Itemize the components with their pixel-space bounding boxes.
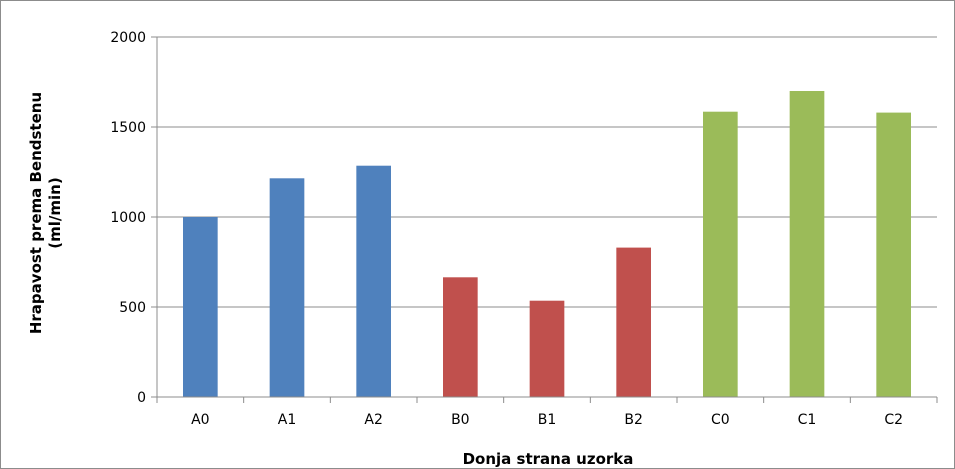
y-axis-title-line2: (ml/min) (46, 177, 64, 248)
x-tick-label: A2 (364, 412, 382, 428)
x-tick-label: B2 (624, 412, 643, 428)
bar-a1 (269, 178, 305, 397)
bar-b2 (616, 247, 651, 397)
bar-c1 (789, 91, 825, 397)
y-tick-label: 1000 (110, 210, 146, 226)
axes (156, 37, 938, 403)
x-tick-labels: A0 A1 A2 B0 B1 B2 C0 C1 C2 (191, 412, 903, 428)
y-tick-labels: 0 500 1000 1500 2000 (110, 30, 146, 406)
x-tick-label: C2 (884, 412, 903, 428)
x-tick-label: C1 (798, 412, 817, 428)
y-tick-label: 2000 (110, 30, 146, 46)
y-axis-title-line1: Hrapavost prema Bendstenu (27, 92, 45, 334)
y-axis-title: Hrapavost prema Bendstenu (ml/min) (27, 92, 64, 334)
x-tick-label: C0 (711, 412, 730, 428)
bar-a2 (356, 165, 391, 397)
y-tick-label: 1500 (110, 120, 146, 136)
bar-a0 (183, 217, 218, 397)
bar-b0 (443, 277, 478, 397)
x-tick-label: B0 (451, 412, 470, 428)
bar-c2 (876, 112, 911, 397)
y-tick-label: 500 (119, 300, 146, 316)
x-tick-label: B1 (538, 412, 557, 428)
bars (183, 91, 911, 397)
x-axis-title: Donja strana uzorka (463, 450, 634, 468)
x-tick-label: A1 (278, 412, 296, 428)
bar-c0 (703, 111, 738, 397)
bar-b1 (529, 300, 565, 397)
x-tick-label: A0 (191, 412, 209, 428)
y-tick-label: 0 (137, 390, 146, 406)
